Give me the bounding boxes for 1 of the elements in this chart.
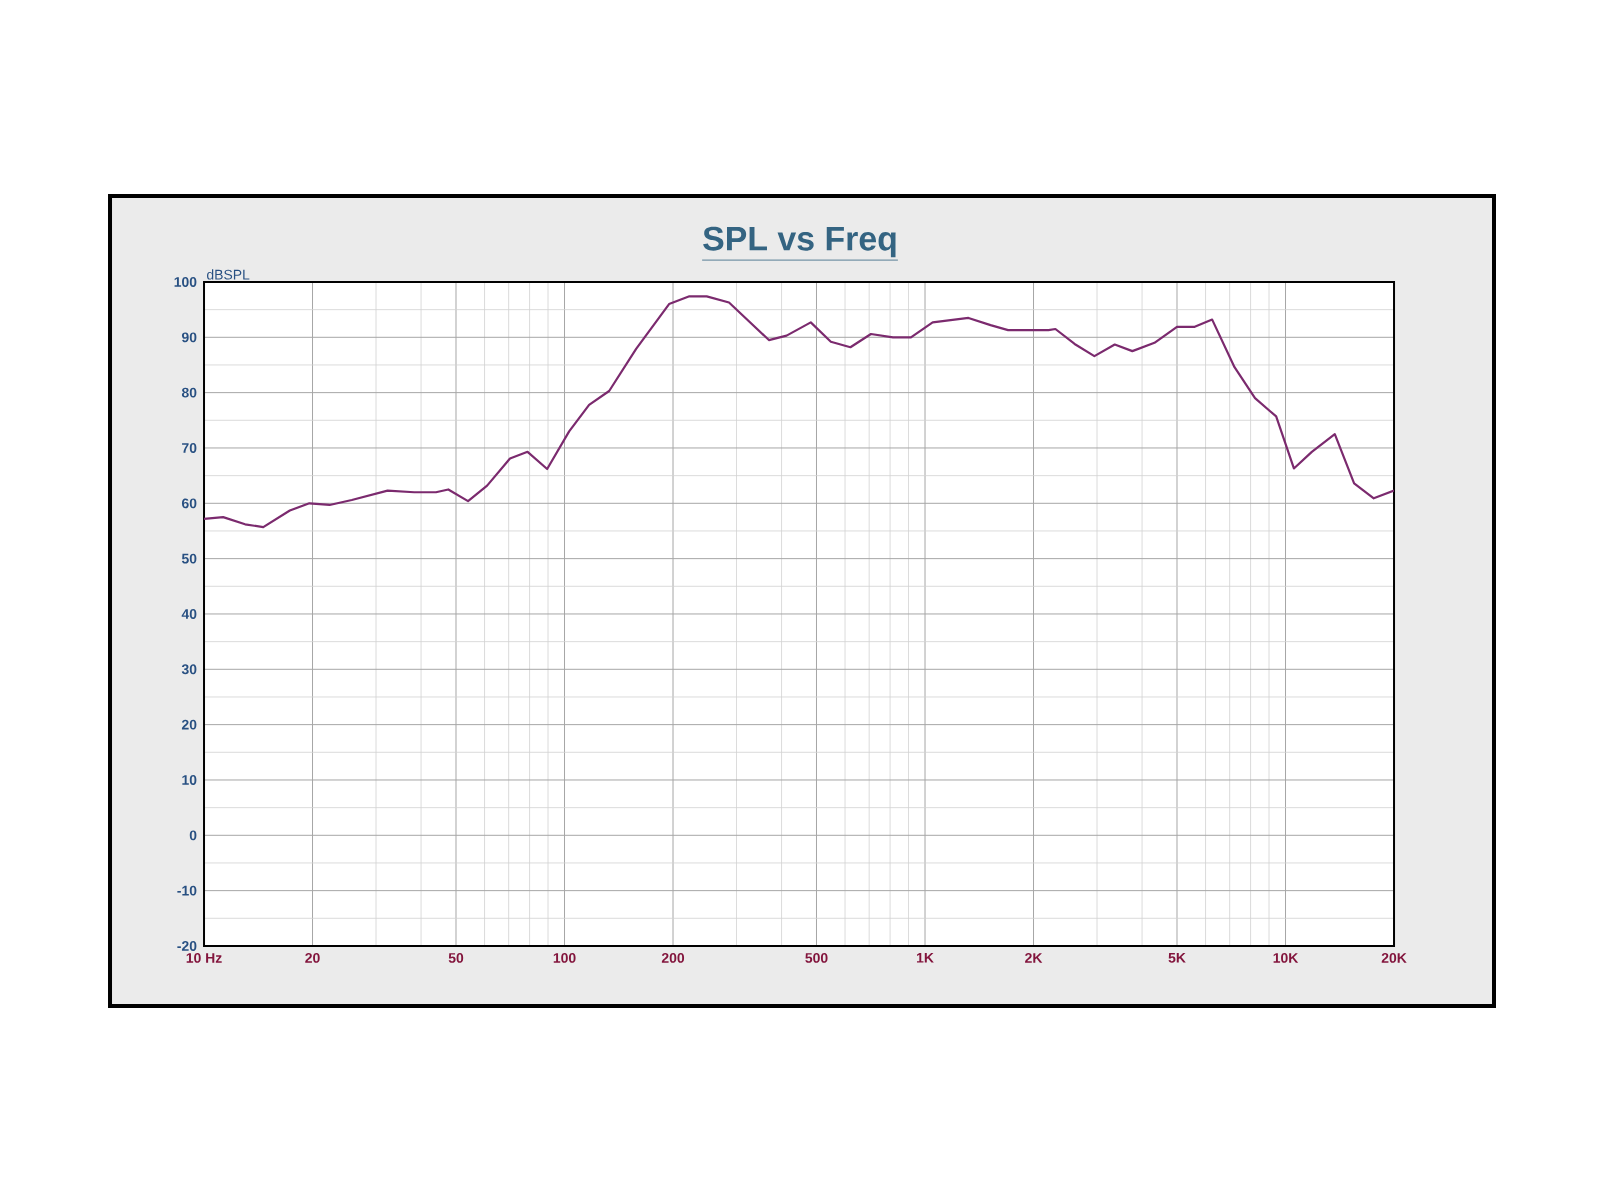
chart-title: SPL vs Freq xyxy=(703,226,896,258)
